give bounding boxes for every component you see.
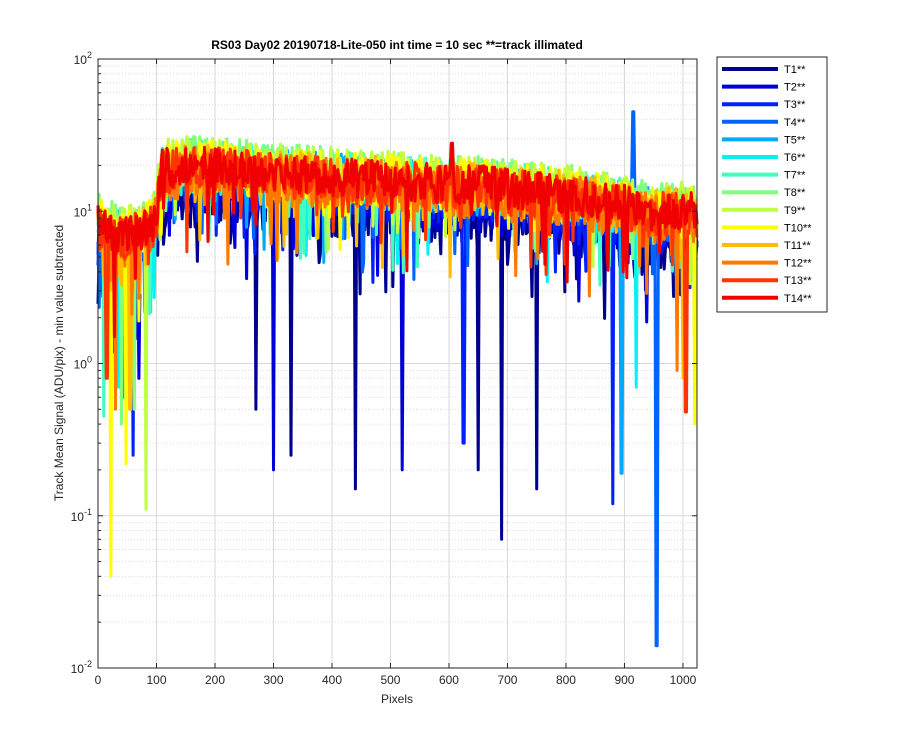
x-tick-label: 800 bbox=[556, 673, 576, 687]
y-axis-label: Track Mean Signal (ADU/pix) - min value … bbox=[52, 225, 66, 501]
legend-label-4: T4** bbox=[784, 117, 806, 129]
legend-label-9: T9** bbox=[784, 205, 806, 217]
chart-title: RS03 Day02 20190718-Lite-050 int time = … bbox=[211, 38, 583, 52]
x-tick-label: 1000 bbox=[670, 673, 697, 687]
y-tick-label: 10-2 bbox=[71, 659, 92, 676]
legend-label-1: T1** bbox=[784, 64, 806, 76]
legend-label-12: T12** bbox=[784, 258, 812, 270]
x-axis-label: Pixels bbox=[381, 692, 413, 706]
legend-label-11: T11** bbox=[784, 240, 811, 252]
y-tick-label: 102 bbox=[74, 50, 92, 67]
legend-label-7: T7** bbox=[784, 170, 806, 182]
legend-label-10: T10** bbox=[784, 222, 812, 234]
x-tick-label: 300 bbox=[263, 673, 283, 687]
x-tick-label: 400 bbox=[322, 673, 342, 687]
x-tick-label: 500 bbox=[380, 673, 400, 687]
legend-label-5: T5** bbox=[784, 134, 806, 146]
legend-label-13: T13** bbox=[784, 275, 812, 287]
legend-label-14: T14** bbox=[784, 293, 812, 305]
y-tick-label: 100 bbox=[74, 355, 92, 372]
x-tick-label: 900 bbox=[614, 673, 634, 687]
series-lines bbox=[96, 110, 699, 648]
tick-labels: 0 100 200 300 400 500 600 700 800 900 1000 10-2 10-1… bbox=[71, 50, 697, 687]
axes bbox=[97, 58, 698, 669]
series-line-14 bbox=[96, 141, 699, 339]
legend-label-3: T3** bbox=[784, 99, 806, 111]
legend-label-8: T8** bbox=[784, 187, 806, 199]
x-tick-label: 200 bbox=[205, 673, 225, 687]
legend-box bbox=[716, 56, 828, 313]
y-tick-label: 101 bbox=[74, 202, 92, 219]
x-tick-label: 100 bbox=[146, 673, 166, 687]
legend: T1** T2** T3** T4** T5** T6** T7** T8** T9** T10*… bbox=[716, 56, 828, 313]
y-tick-label: 10-1 bbox=[71, 507, 92, 524]
x-tick-label: 700 bbox=[497, 673, 517, 687]
x-tick-label: 0 bbox=[95, 673, 102, 687]
legend-label-2: T2** bbox=[784, 82, 806, 94]
x-tick-label: 600 bbox=[439, 673, 459, 687]
legend-label-6: T6** bbox=[784, 152, 806, 164]
